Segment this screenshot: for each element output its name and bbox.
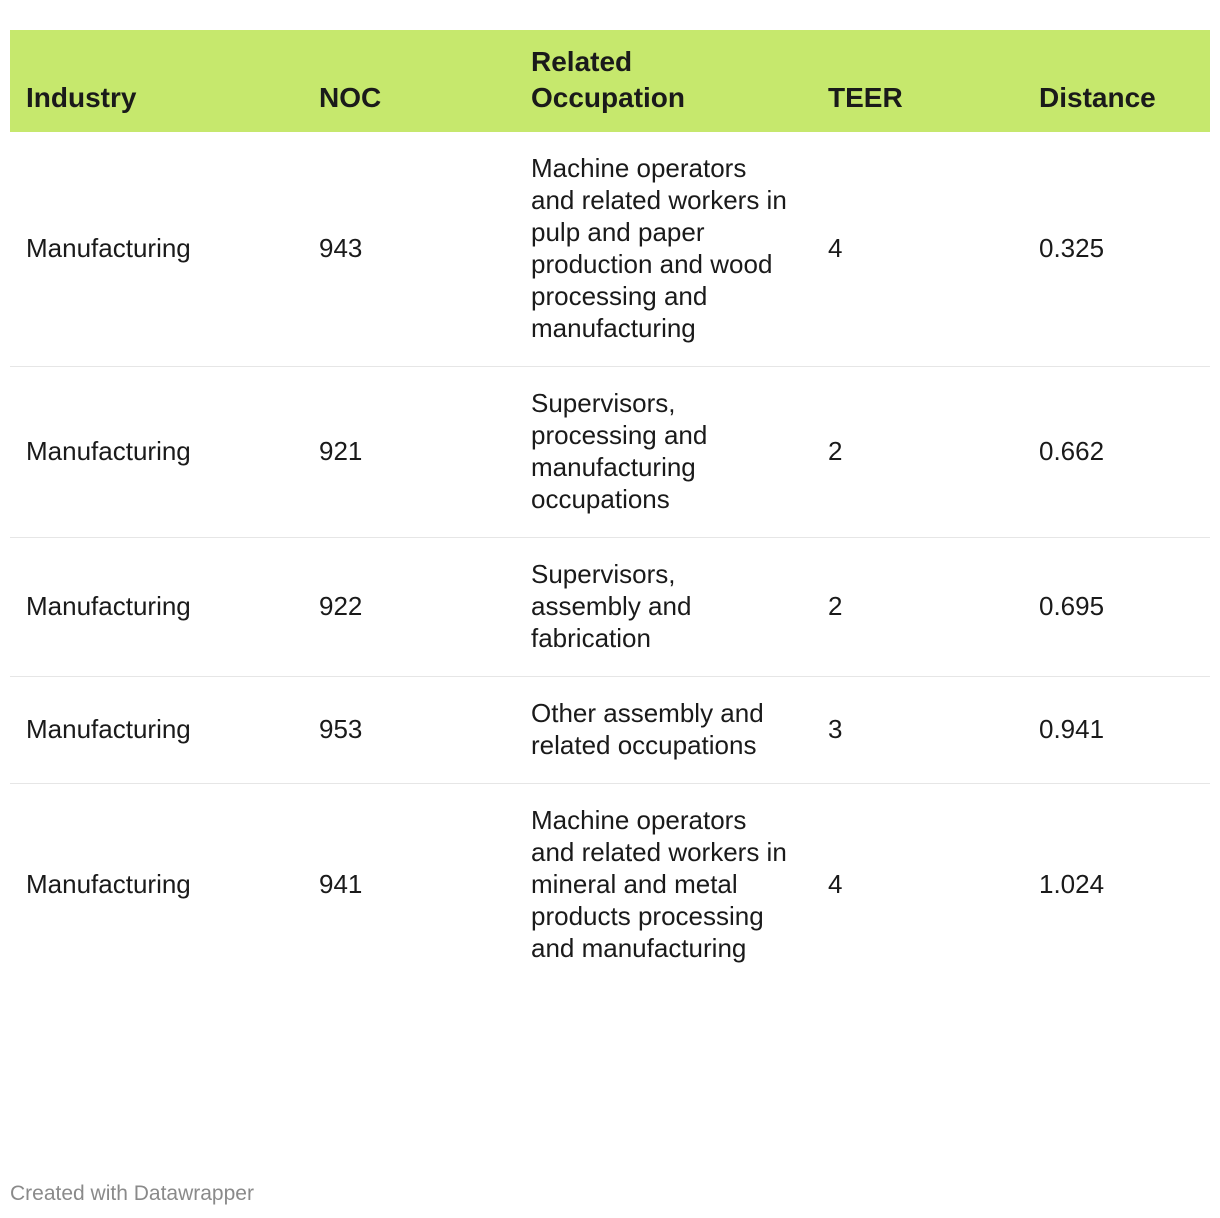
- column-header-teer: TEER: [828, 82, 903, 113]
- cell-industry: Manufacturing: [26, 714, 191, 744]
- cell-teer: 4: [828, 233, 843, 263]
- cell-noc: 921: [319, 436, 363, 466]
- cell-related-occupation: Other assembly and related occupations: [531, 698, 764, 760]
- cell-related-occupation: Machine operators and related workers in…: [531, 805, 787, 963]
- cell-noc: 953: [319, 714, 363, 744]
- cell-industry: Manufacturing: [26, 436, 191, 466]
- column-header-noc: NOC: [319, 82, 382, 113]
- cell-distance: 1.024: [1039, 869, 1105, 899]
- datawrapper-credit[interactable]: Created with Datawrapper: [10, 1182, 254, 1205]
- header-row: Industry NOC Related Occupation TEER Dis…: [10, 30, 1210, 132]
- cell-distance: 0.941: [1039, 714, 1105, 744]
- cell-teer: 3: [828, 714, 843, 744]
- cell-related-occupation: Machine operators and related workers in…: [531, 153, 787, 343]
- cell-distance: 0.695: [1039, 591, 1105, 621]
- cell-distance: 0.662: [1039, 436, 1105, 466]
- table-row: Manufacturing 943 Machine operators and …: [10, 132, 1210, 367]
- cell-related-occupation: Supervisors, assembly and fabrication: [531, 559, 692, 653]
- column-header-distance: Distance: [1039, 82, 1156, 113]
- table-row: Manufacturing 922 Supervisors, assembly …: [10, 538, 1210, 677]
- table-body: Manufacturing 943 Machine operators and …: [10, 132, 1210, 986]
- table-row: Manufacturing 941 Machine operators and …: [10, 784, 1210, 987]
- column-header-related-occupation: Related Occupation: [531, 46, 686, 113]
- data-table: Industry NOC Related Occupation TEER Dis…: [10, 30, 1210, 986]
- cell-noc: 922: [319, 591, 363, 621]
- column-header-industry: Industry: [26, 82, 137, 113]
- cell-industry: Manufacturing: [26, 591, 191, 621]
- cell-industry: Manufacturing: [26, 233, 191, 263]
- cell-noc: 941: [319, 869, 363, 899]
- cell-teer: 2: [828, 436, 843, 466]
- cell-distance: 0.325: [1039, 233, 1105, 263]
- cell-industry: Manufacturing: [26, 869, 191, 899]
- table-row: Manufacturing 921 Supervisors, processin…: [10, 367, 1210, 538]
- cell-teer: 2: [828, 591, 843, 621]
- cell-noc: 943: [319, 233, 363, 263]
- data-table-container: Industry NOC Related Occupation TEER Dis…: [10, 30, 1210, 986]
- cell-teer: 4: [828, 869, 843, 899]
- table-row: Manufacturing 953 Other assembly and rel…: [10, 677, 1210, 784]
- cell-related-occupation: Supervisors, processing and manufacturin…: [531, 388, 708, 514]
- table-header: Industry NOC Related Occupation TEER Dis…: [10, 30, 1210, 132]
